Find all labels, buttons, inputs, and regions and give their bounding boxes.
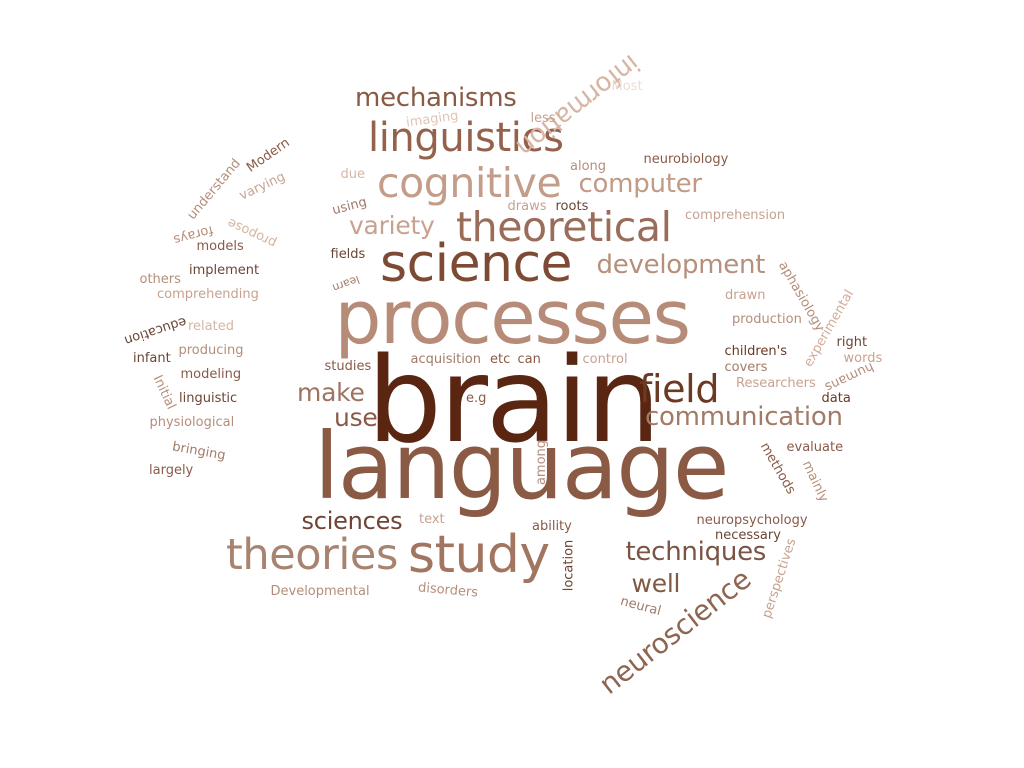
word: Modern	[243, 134, 293, 176]
word: processes	[334, 275, 692, 361]
word: development	[596, 250, 766, 280]
word: right	[836, 334, 868, 350]
word: data	[821, 390, 851, 406]
word: language	[314, 413, 729, 520]
word: models	[196, 238, 244, 254]
word: sciences	[301, 507, 403, 535]
word: variety	[349, 210, 435, 240]
word: others	[139, 271, 181, 287]
word: science	[380, 234, 573, 294]
word: Researchers	[736, 375, 816, 391]
word: brain	[367, 331, 661, 469]
word: education	[121, 312, 188, 348]
word: necessary	[715, 527, 781, 543]
word: ability	[532, 518, 572, 534]
word: text	[419, 511, 445, 527]
word: varying	[236, 168, 288, 204]
word: physiological	[149, 414, 235, 430]
word: communication	[645, 402, 843, 432]
word: among	[533, 439, 549, 485]
word: e.g	[466, 390, 487, 406]
word: largely	[149, 462, 194, 478]
word: neurobiology	[643, 151, 729, 167]
word: location	[561, 539, 577, 591]
word: theories	[226, 529, 398, 580]
word: cognitive	[377, 158, 562, 207]
word: Developmental	[270, 583, 370, 599]
word: linguistic	[179, 390, 238, 406]
word: drawn	[725, 287, 766, 303]
word: techniques	[625, 537, 767, 567]
word: control	[582, 351, 628, 367]
word: linguistics	[368, 115, 564, 161]
word: related	[188, 318, 234, 334]
word: neural	[618, 593, 663, 619]
word: mechanisms	[355, 83, 517, 113]
word: Most	[611, 78, 643, 94]
word: study	[408, 525, 550, 585]
word: due	[340, 166, 366, 182]
word: use	[334, 402, 378, 432]
word: information	[509, 47, 645, 163]
word: well	[631, 568, 681, 598]
word: modeling	[180, 366, 242, 382]
word: production	[732, 311, 802, 327]
word: can	[517, 351, 541, 367]
word: along	[570, 158, 607, 174]
word: mainly	[798, 457, 831, 505]
word: implement	[189, 262, 260, 278]
word: words	[843, 350, 883, 366]
word: etc	[490, 351, 511, 367]
word: understand	[184, 155, 244, 223]
word: fields	[330, 246, 366, 262]
word: evaluate	[786, 439, 844, 455]
word: producing	[178, 342, 244, 358]
word: infant	[133, 350, 171, 366]
word: draws	[507, 198, 547, 214]
word: theoretical	[456, 202, 672, 251]
word: field	[639, 367, 720, 411]
word: acquisition	[410, 351, 482, 367]
word: children's	[724, 343, 788, 359]
word: computer	[578, 169, 703, 199]
word: studies	[324, 358, 372, 374]
word: comprehension	[685, 207, 786, 223]
word: covers	[724, 359, 768, 375]
word: comprehending	[157, 286, 259, 302]
word: less	[530, 110, 556, 126]
word: bringing	[171, 438, 227, 464]
word: roots	[555, 198, 589, 214]
word: neuropsychology	[696, 512, 808, 528]
word: make	[297, 377, 365, 407]
word: Initial	[149, 372, 179, 412]
